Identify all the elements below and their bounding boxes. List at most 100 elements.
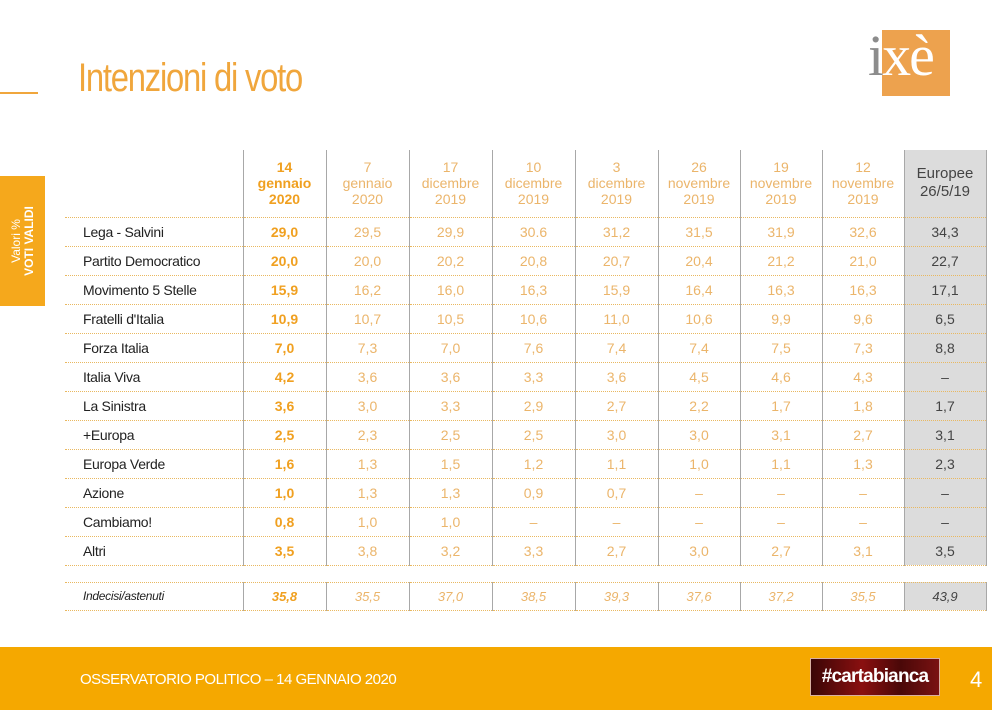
value-cell: – <box>574 507 658 537</box>
value-cell: – <box>739 478 822 508</box>
value-cell: 1,0 <box>657 449 740 479</box>
value-cell: 1,3 <box>325 478 409 508</box>
value-cell: 16,0 <box>408 275 492 305</box>
value-cell: 3,0 <box>574 420 658 450</box>
value-cell: 21,0 <box>821 246 904 276</box>
value-cell: 3,0 <box>657 420 740 450</box>
column-header-line: 14 <box>276 159 293 176</box>
column-header: 3 dicembre 2019 <box>574 150 658 218</box>
value-cell: 35,5 <box>821 582 904 611</box>
table-row: Cambiamo! 0,8 1,0 1,0– – – – – – <box>65 507 987 537</box>
value-cell: 11,0 <box>574 304 658 334</box>
column-header-line: dicembre <box>504 175 563 192</box>
value-cell: 1,5 <box>408 449 492 479</box>
value-cell: 3,6 <box>408 362 492 392</box>
value-cell: 38,5 <box>491 582 575 611</box>
value-cell: – <box>821 478 904 508</box>
value-cell: 3,0 <box>657 536 740 566</box>
logo-text-rest: xè <box>882 23 935 88</box>
value-cell: – <box>739 507 822 537</box>
value-cell: 20,0 <box>325 246 409 276</box>
europee-value-cell: 2,3 <box>903 449 987 479</box>
value-cell: 10,6 <box>491 304 575 334</box>
spacer-cell <box>65 565 243 583</box>
europee-value-cell: 3,1 <box>903 420 987 450</box>
column-header: 10 dicembre 2019 <box>491 150 575 218</box>
value-cell: 2,5 <box>491 420 575 450</box>
europee-value-cell: 8,8 <box>903 333 987 363</box>
value-cell: 9,9 <box>739 304 822 334</box>
column-header-line: 3 <box>612 159 621 176</box>
voting-intentions-table: 14 gennaio 2020 7 gennaio 2020 17 dicembre 2019 1… <box>65 150 987 611</box>
value-cell: – <box>657 507 740 537</box>
column-header: 17 dicembre 2019 <box>408 150 492 218</box>
value-cell: 3,0 <box>325 391 409 421</box>
value-cell: 3,6 <box>574 362 658 392</box>
value-cell: 2,7 <box>739 536 822 566</box>
column-header-line: 19 <box>773 159 789 176</box>
party-label: Cambiamo! <box>65 507 243 537</box>
value-cell: – <box>657 478 740 508</box>
value-cell: 1,1 <box>739 449 822 479</box>
spacer-cell <box>740 565 822 583</box>
ixe-logo: ixè <box>868 23 950 96</box>
column-header: Europee 26/5/19 <box>903 150 987 218</box>
value-cell: 39,3 <box>574 582 658 611</box>
column-header-line: dicembre <box>421 175 480 192</box>
value-cell: 20,2 <box>408 246 492 276</box>
value-cell: 2,5 <box>242 420 326 450</box>
party-label: Altri <box>65 536 243 566</box>
footer-text: OSSERVATORIO POLITICO – 14 GENNAIO 2020 <box>80 671 397 688</box>
column-header: 7 gennaio 2020 <box>325 150 409 218</box>
value-cell: 2,7 <box>821 420 904 450</box>
value-cell: 4,6 <box>739 362 822 392</box>
column-header-line: 2020 <box>268 191 301 208</box>
value-cell: 16,3 <box>491 275 575 305</box>
value-cell: 4,2 <box>242 362 326 392</box>
value-cell: 3,6 <box>242 391 326 421</box>
spacer-cell <box>575 565 658 583</box>
value-cell: 20,7 <box>574 246 658 276</box>
value-cell: 9,6 <box>821 304 904 334</box>
value-cell: 1,8 <box>821 391 904 421</box>
column-header-line: 2019 <box>600 191 633 208</box>
column-header-line: 12 <box>855 159 871 176</box>
value-cell: 7,3 <box>325 333 409 363</box>
column-header-line: 7 <box>363 159 372 176</box>
value-cell: – <box>491 507 575 537</box>
table-row: Forza Italia 7,0 7,3 7,0 7,6 7,4 7,4 7,5 7,3 8,8 <box>65 333 987 363</box>
value-cell: 7,4 <box>574 333 658 363</box>
value-cell: 2,5 <box>408 420 492 450</box>
column-header-line: 2019 <box>683 191 715 208</box>
table-row: Italia Viva 4,2 3,6 3,6 3,3 3,6 4,5 4,6 4,3– <box>65 362 987 392</box>
footer-bar: OSSERVATORIO POLITICO – 14 GENNAIO 2020 … <box>0 647 992 710</box>
europee-value-cell: 1,7 <box>903 391 987 421</box>
cartabianca-logo: #cartabianca <box>810 658 940 696</box>
value-cell: 1,3 <box>408 478 492 508</box>
table-row: La Sinistra 3,6 3,0 3,3 2,9 2,7 2,2 1,7 1,8 1,7 <box>65 391 987 421</box>
value-cell: 4,3 <box>821 362 904 392</box>
party-label: Lega - Salvini <box>65 217 243 247</box>
value-cell: 35,5 <box>325 582 409 611</box>
title-divider <box>0 92 38 94</box>
page-title: Intenzioni di voto <box>78 56 303 100</box>
value-cell: 0,7 <box>574 478 658 508</box>
column-header: 14 gennaio 2020 <box>242 150 326 218</box>
europee-value-cell: 6,5 <box>903 304 987 334</box>
value-cell: 7,6 <box>491 333 575 363</box>
value-cell: 15,9 <box>242 275 326 305</box>
table-row: Altri 3,5 3,8 3,2 3,3 2,7 3,0 2,7 3,1 3,5 <box>65 536 987 566</box>
spacer-cell <box>326 565 409 583</box>
table-row: +Europa 2,5 2,3 2,5 2,5 3,0 3,0 3,1 2,7 3,1 <box>65 420 987 450</box>
value-cell: 3,8 <box>325 536 409 566</box>
table-row: Fratelli d'Italia 10,9 10,7 10,5 10,6 11,0 10,… <box>65 304 987 334</box>
value-cell: 10,6 <box>657 304 740 334</box>
value-cell: 2,7 <box>574 536 658 566</box>
column-header-line: 2019 <box>847 191 879 208</box>
value-cell: 2,3 <box>325 420 409 450</box>
europee-value-cell: 22,7 <box>903 246 987 276</box>
party-label: La Sinistra <box>65 391 243 421</box>
column-header-line: 10 <box>525 159 542 176</box>
party-label: Movimento 5 Stelle <box>65 275 243 305</box>
value-cell: 16,2 <box>325 275 409 305</box>
